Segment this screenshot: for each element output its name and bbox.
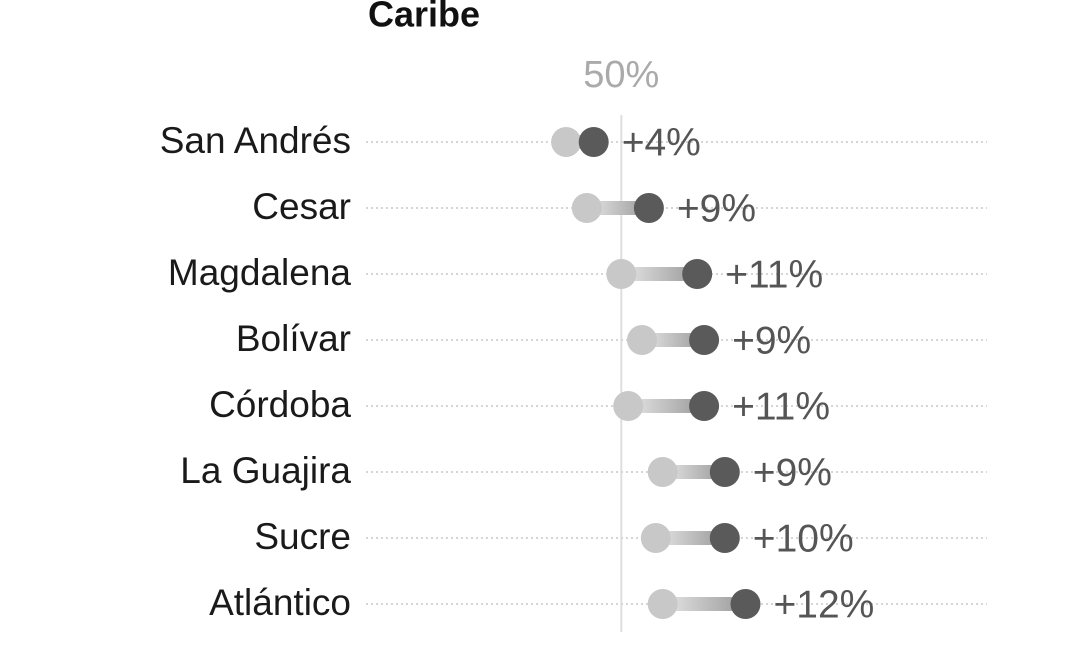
chart-title: Caribe bbox=[368, 0, 480, 35]
connector bbox=[621, 267, 698, 281]
end-dot bbox=[730, 589, 761, 619]
change-label: +11% bbox=[725, 253, 823, 296]
row-label: Cesar bbox=[252, 186, 351, 227]
end-dot bbox=[633, 193, 664, 223]
end-dot bbox=[709, 457, 740, 487]
change-label: +9% bbox=[732, 319, 811, 362]
start-dot bbox=[613, 391, 644, 421]
change-label: +9% bbox=[677, 187, 756, 230]
connector bbox=[662, 465, 725, 479]
row-label: Atlántico bbox=[209, 582, 351, 623]
start-dot bbox=[647, 589, 678, 619]
start-dot bbox=[627, 325, 657, 355]
start-dot bbox=[606, 259, 637, 289]
connector bbox=[642, 333, 705, 347]
row-label: Sucre bbox=[254, 516, 351, 557]
row-label: San Andrés bbox=[160, 120, 351, 161]
connector bbox=[662, 597, 746, 611]
row-label: Córdoba bbox=[209, 384, 351, 425]
change-label: +11% bbox=[732, 385, 830, 428]
start-dot bbox=[647, 457, 678, 487]
change-label: +9% bbox=[753, 451, 832, 494]
end-dot bbox=[689, 391, 720, 421]
end-dot bbox=[578, 127, 609, 157]
end-dot bbox=[682, 259, 713, 289]
end-dot bbox=[689, 325, 720, 355]
row-label: Bolívar bbox=[236, 318, 351, 359]
change-label: +10% bbox=[753, 517, 854, 560]
connector bbox=[586, 201, 649, 215]
change-label: +4% bbox=[622, 121, 701, 164]
start-dot bbox=[640, 523, 671, 553]
start-dot bbox=[571, 193, 602, 223]
start-dot bbox=[551, 127, 582, 157]
connector bbox=[655, 531, 725, 545]
reference-label: 50% bbox=[583, 54, 659, 96]
end-dot bbox=[709, 523, 740, 553]
row-label: Magdalena bbox=[168, 252, 352, 293]
connector bbox=[628, 399, 705, 413]
change-label: +12% bbox=[774, 583, 875, 626]
row-label: La Guajira bbox=[180, 450, 351, 491]
